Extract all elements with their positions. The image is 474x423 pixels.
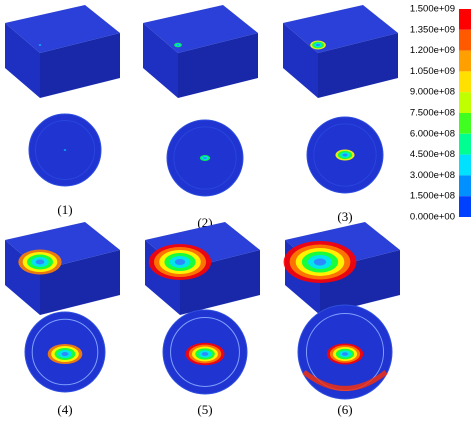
stress-contour	[341, 352, 349, 356]
stress-contour	[316, 43, 320, 47]
disk-ring	[313, 123, 377, 187]
colorbar-swatch	[459, 154, 471, 176]
panel-label: (5)	[197, 402, 212, 417]
colorbar-swatch	[459, 50, 471, 72]
block-front	[5, 240, 40, 315]
panel	[283, 222, 400, 400]
block-front	[283, 23, 318, 98]
disk-ring	[31, 318, 99, 386]
block-side	[40, 33, 120, 98]
panel	[145, 222, 260, 395]
disk-ring	[170, 317, 240, 387]
colorbar-swatch	[459, 29, 471, 51]
panel	[143, 5, 258, 197]
stress-contour	[176, 44, 180, 46]
stress-contour	[203, 157, 207, 159]
colorbar-label: 0.000e+00	[410, 212, 455, 223]
disk-ring	[173, 126, 237, 190]
stress-contour	[64, 149, 66, 151]
stress-contour	[342, 153, 348, 157]
colorbar-label: 1.500e+09	[410, 4, 455, 15]
colorbar-swatch	[459, 133, 471, 155]
block-top	[283, 5, 398, 53]
colorbar-label: 4.500e+08	[410, 149, 455, 160]
edge-contour	[302, 370, 388, 391]
block-top	[143, 5, 258, 53]
disk-ring	[34, 119, 96, 181]
colorbar-label: 7.500e+08	[410, 108, 455, 119]
colorbar-label: 1.350e+09	[410, 24, 455, 35]
panel-label: (6)	[337, 402, 352, 417]
stress-contour	[313, 258, 327, 266]
panel	[5, 5, 120, 187]
stress-contour	[39, 44, 41, 46]
colorbar-label: 1.200e+09	[410, 45, 455, 56]
colorbar-label: 9.000e+08	[410, 87, 455, 98]
panel	[5, 222, 120, 393]
block-side	[178, 33, 258, 98]
panel-label: (1)	[57, 202, 72, 217]
colorbar-swatch	[459, 175, 471, 197]
block-top	[5, 5, 120, 53]
block-front	[143, 23, 178, 98]
colorbar-label: 1.500e+08	[410, 191, 455, 202]
colorbar-label: 3.000e+08	[410, 170, 455, 181]
block-side	[318, 33, 398, 98]
colorbar-label: 6.000e+08	[410, 128, 455, 139]
stress-contour	[35, 259, 45, 265]
stress-contour	[201, 352, 209, 356]
panel-label: (4)	[57, 402, 72, 417]
colorbar-swatch	[459, 196, 471, 217]
colorbar-swatch	[459, 9, 471, 30]
colorbar-label: 1.050e+09	[410, 66, 455, 77]
colorbar-swatch	[459, 71, 471, 93]
panel-label: (3)	[337, 209, 352, 224]
block-front	[5, 23, 40, 98]
stress-contour	[174, 259, 186, 265]
colorbar-swatch	[459, 113, 471, 134]
stress-contour	[61, 352, 69, 356]
panel	[283, 5, 398, 194]
colorbar-swatch	[459, 92, 471, 113]
